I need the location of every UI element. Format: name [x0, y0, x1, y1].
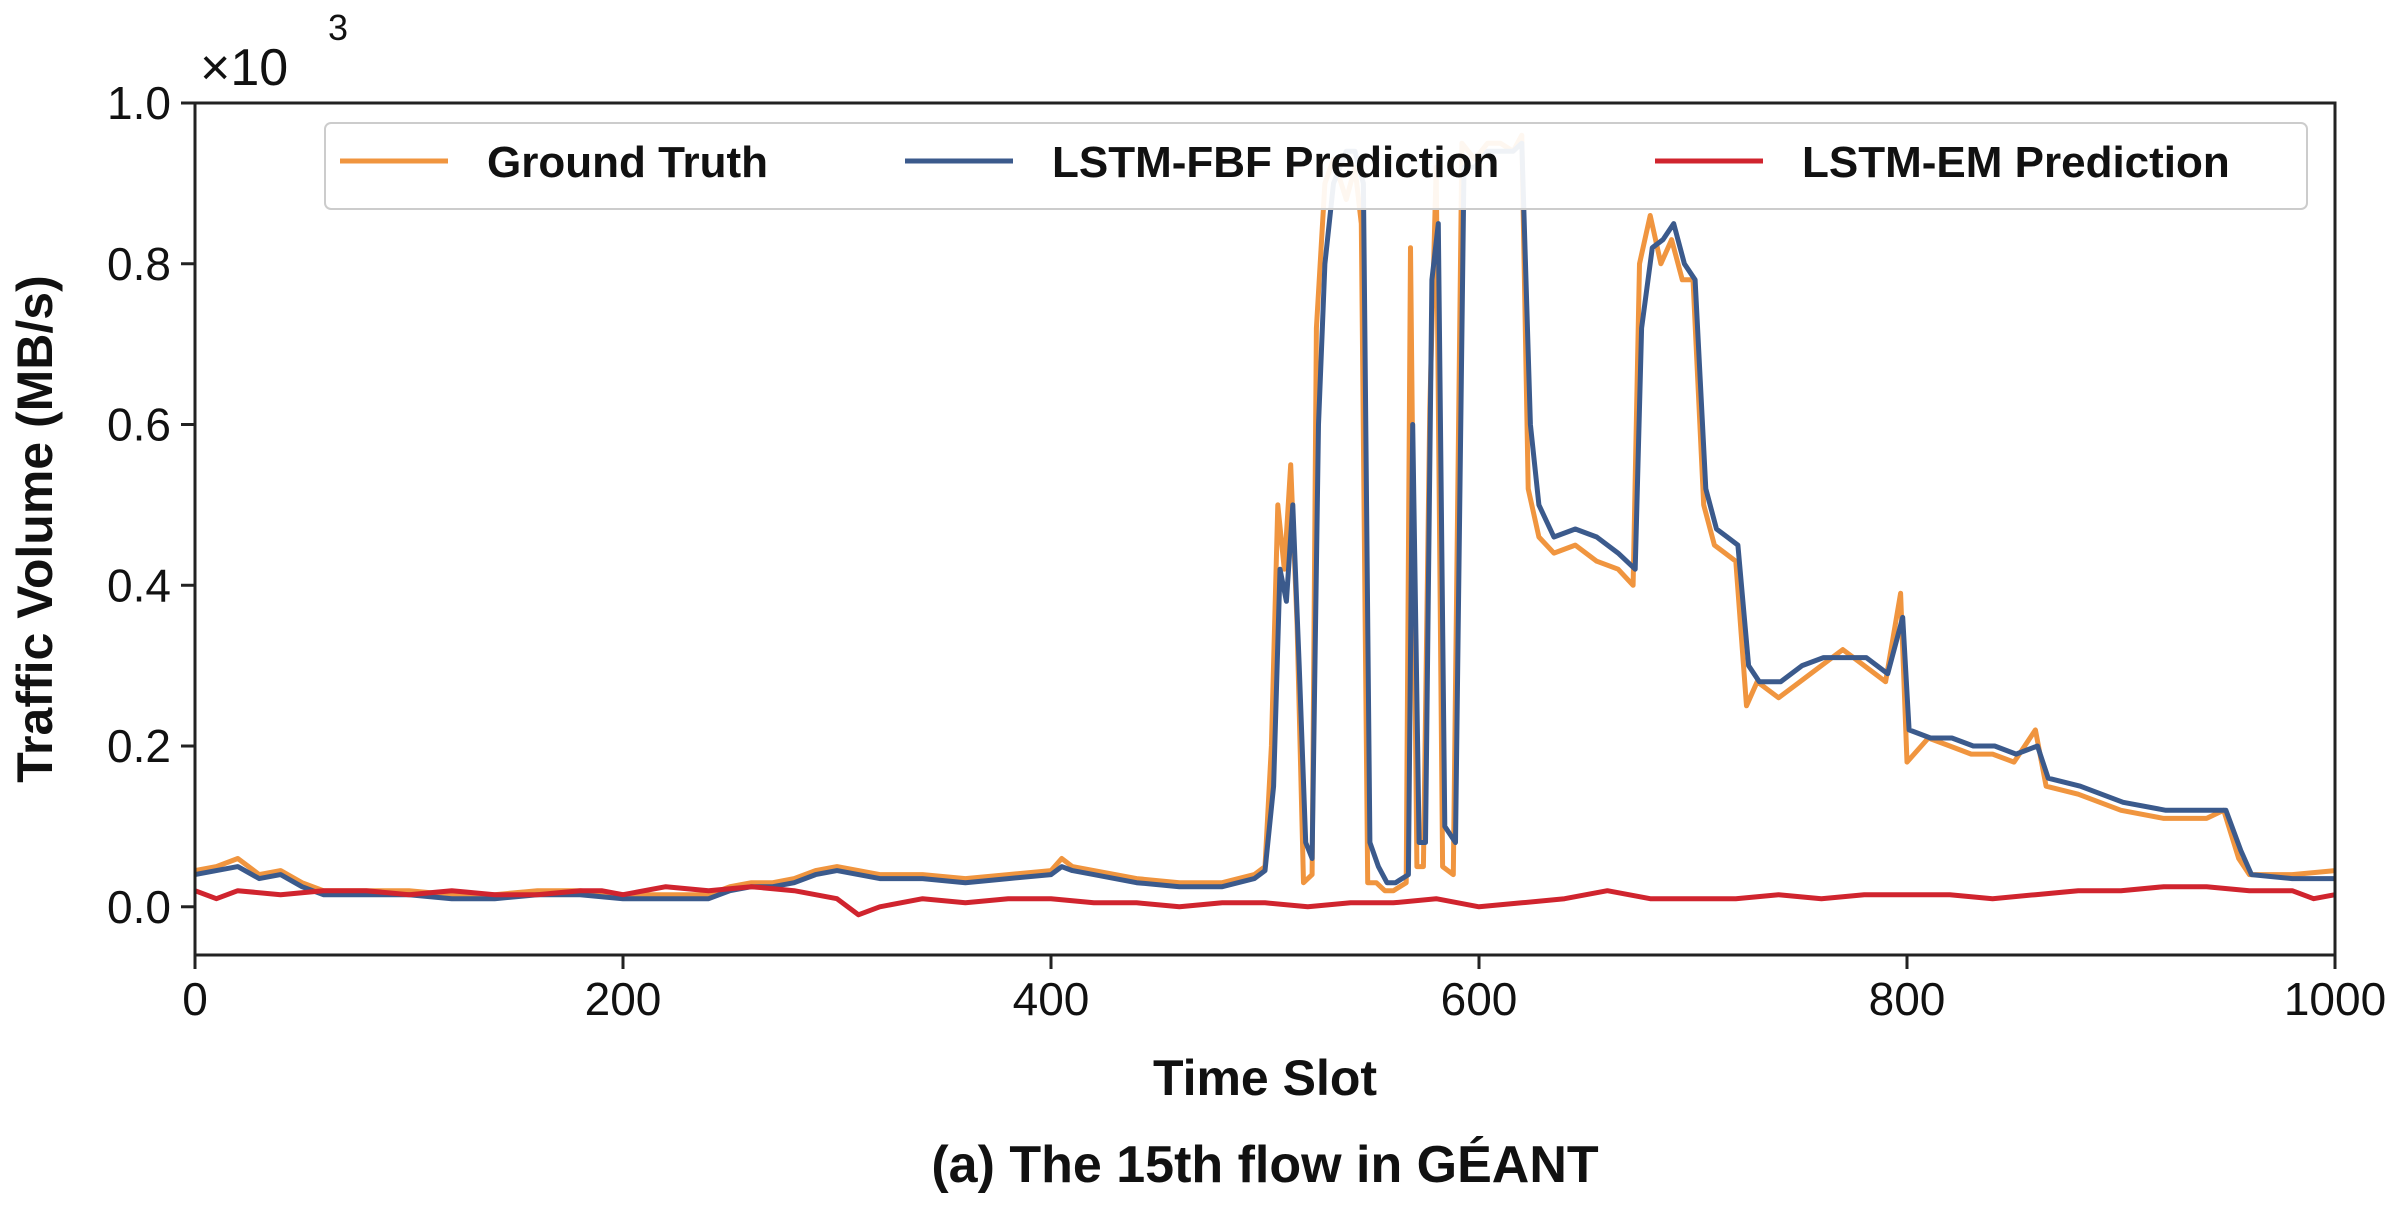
x-tick-label: 800 [1869, 973, 1946, 1025]
x-axis-title: Time Slot [1153, 1050, 1377, 1106]
y-multiplier-exponent: 3 [328, 7, 348, 48]
legend-label-3: LSTM-EM Prediction [1802, 138, 2230, 187]
figure-caption: (a) The 15th flow in GÉANT [931, 1136, 1599, 1194]
series-line-1 [194, 132, 2336, 898]
x-axis: 0 200 400 600 800 1000 [182, 955, 2386, 1025]
legend-box [324, 122, 2308, 210]
y-multiplier: ×10 3 [200, 7, 348, 97]
y-tick-label: 0.0 [107, 881, 171, 933]
y-axis-title: Traffic Volume (MB/s) [7, 275, 63, 782]
series-line-2 [194, 140, 2335, 902]
x-tick-label: 600 [1441, 973, 1518, 1025]
y-tick-label: 0.4 [107, 559, 171, 611]
series-layer [194, 132, 2336, 918]
y-tick-label: 0.6 [107, 399, 171, 451]
y-tick-label: 0.8 [107, 238, 171, 290]
y-axis: 0.0 0.2 0.4 0.6 0.8 1.0 [107, 77, 195, 933]
x-tick-label: 0 [182, 973, 208, 1025]
x-tick-label: 1000 [2284, 973, 2386, 1025]
legend: Ground Truth LSTM-FBF Prediction LSTM-EM P… [324, 122, 2308, 210]
legend-label-1: Ground Truth [487, 138, 768, 187]
y-tick-label: 0.2 [107, 720, 171, 772]
x-tick-label: 400 [1013, 973, 1090, 1025]
y-multiplier-base: ×10 [200, 39, 288, 97]
x-tick-label: 200 [585, 973, 662, 1025]
plot-frame [193, 101, 2337, 957]
legend-label-2: LSTM-FBF Prediction [1052, 138, 1499, 187]
series-line-3 [194, 884, 2336, 918]
y-tick-label: 1.0 [107, 77, 171, 129]
